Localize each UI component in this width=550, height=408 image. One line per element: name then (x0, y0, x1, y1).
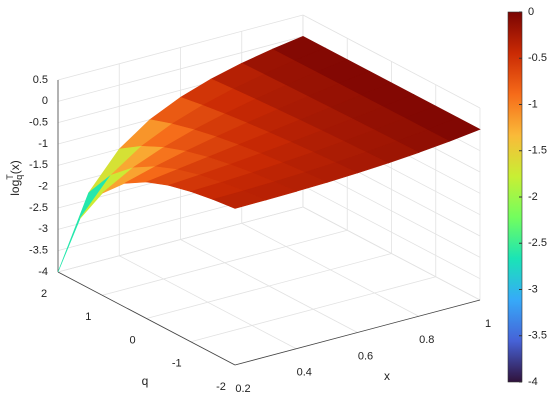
z-tick-label: -0.5 (29, 117, 48, 129)
x-tick-label: 0.8 (419, 334, 434, 346)
grid-line (57, 35, 304, 102)
colorbar-tick-label: -1.5 (528, 145, 547, 157)
z-tick-label: -2.5 (29, 202, 48, 214)
x-tick-label: 1 (485, 318, 491, 330)
y-tick-label: 2 (41, 288, 47, 300)
x-tick-label: 0.2 (235, 383, 250, 395)
colorbar-tick-label: -0.5 (528, 52, 547, 64)
grid-line (102, 229, 348, 296)
z-tick-label: -3.5 (29, 245, 48, 257)
z-axis-label: logqT(x) (5, 160, 24, 196)
colorbar-tick-label: -2.5 (528, 237, 547, 249)
x-axis-label: x (384, 369, 390, 383)
z-label-arg: (x) (8, 160, 22, 174)
y-axis-label: q (142, 374, 149, 388)
z-label-sub: q (14, 175, 24, 180)
axis-line (234, 299, 481, 366)
z-tick-label: -2 (38, 181, 48, 193)
y-tick-label: -2 (216, 381, 226, 393)
z-tick-label: -4 (38, 266, 48, 278)
z-label-sup: T (5, 174, 15, 180)
y-tick-label: 0 (129, 334, 135, 346)
colorbar-tick-label: -2 (528, 191, 538, 203)
colorbar-tick-label: -3.5 (528, 330, 547, 342)
z-tick-label: 0.5 (33, 74, 48, 86)
colorbar-tick-label: -1 (528, 98, 538, 110)
colorbar-tick-label: -4 (528, 376, 538, 388)
grid-line (57, 14, 304, 81)
z-tick-label: -1.5 (29, 159, 48, 171)
colorbar-tick-label: -3 (528, 283, 538, 295)
grid-line (190, 276, 436, 343)
grid-line (302, 185, 481, 280)
y-tick-label: -1 (172, 358, 182, 370)
z-label-base: log (8, 180, 22, 196)
y-tick-label: 1 (85, 311, 91, 323)
grid-line (146, 253, 392, 319)
axis-line (57, 271, 236, 366)
z-tick-label: 0 (42, 95, 48, 107)
z-tick-label: -3 (38, 223, 48, 235)
surface-patch (211, 190, 267, 209)
grid-line (57, 206, 304, 273)
colorbar-tick-label: 0 (528, 6, 534, 18)
grid-line (302, 14, 481, 109)
x-tick-label: 0.6 (358, 350, 373, 362)
z-tick-label: -1 (38, 138, 48, 150)
grid-line (302, 206, 481, 301)
x-tick-label: 0.4 (297, 367, 312, 379)
